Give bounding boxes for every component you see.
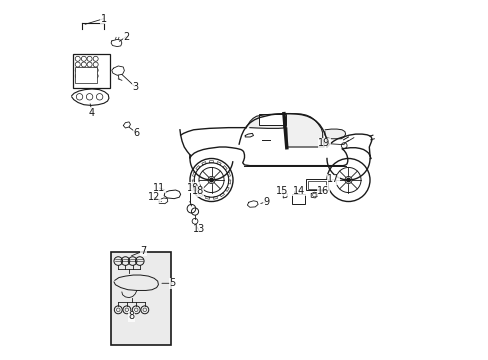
Text: 19: 19 [317, 139, 329, 148]
Polygon shape [324, 129, 345, 139]
Bar [111, 252, 171, 345]
Text: 4: 4 [89, 108, 95, 118]
Text: 12: 12 [148, 192, 160, 202]
Polygon shape [286, 114, 324, 147]
Bar [305, 179, 328, 190]
Text: 9: 9 [263, 197, 269, 207]
Text: 16: 16 [317, 186, 329, 196]
Text: 15: 15 [275, 186, 288, 196]
Text: 3: 3 [132, 82, 138, 92]
Circle shape [209, 178, 213, 182]
Text: 14: 14 [292, 186, 305, 196]
Text: 18: 18 [191, 186, 203, 197]
Bar [291, 194, 305, 204]
Bar [307, 181, 325, 189]
Polygon shape [246, 114, 284, 129]
Text: 8: 8 [128, 311, 134, 321]
Text: 2: 2 [123, 32, 129, 41]
Text: 11: 11 [153, 183, 165, 193]
Text: 1: 1 [101, 14, 107, 24]
Text: 5: 5 [169, 278, 176, 288]
Text: 17: 17 [326, 174, 339, 184]
Bar [75, 67, 97, 83]
Bar [73, 54, 109, 88]
Text: 7: 7 [140, 246, 146, 256]
Text: 6: 6 [133, 128, 139, 138]
Bar [258, 114, 285, 125]
Text: 13: 13 [192, 225, 204, 234]
Text: 10: 10 [187, 183, 199, 193]
Circle shape [346, 178, 349, 182]
